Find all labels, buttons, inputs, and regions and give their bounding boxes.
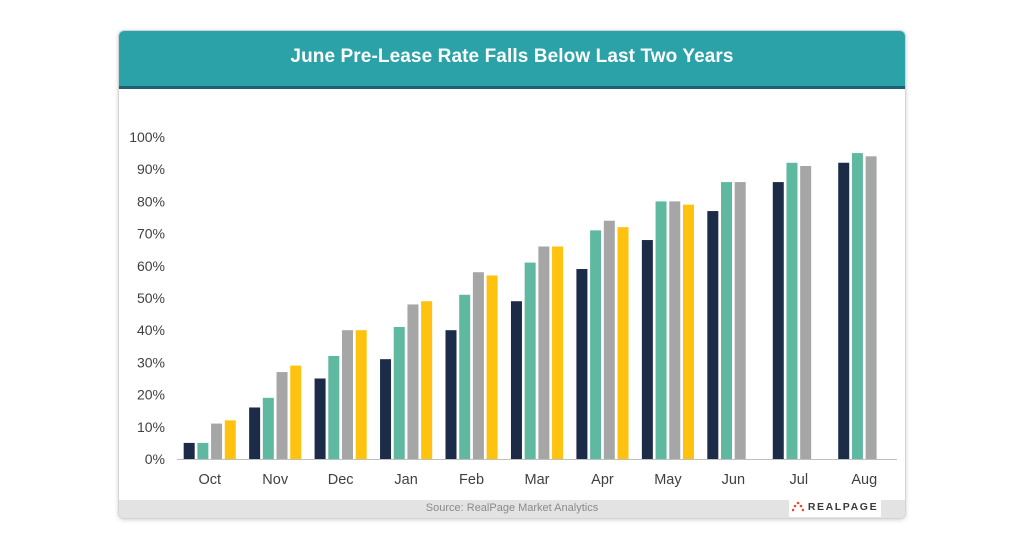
y-tick-label: 70% <box>137 226 165 242</box>
y-tick-label: 20% <box>137 387 165 403</box>
bar-jan-series-1 <box>380 359 392 459</box>
bar-mar-series-1 <box>510 301 522 459</box>
x-tick-label: Jul <box>790 472 809 488</box>
y-tick-label: 0% <box>145 451 165 467</box>
bar-jun-series-2 <box>721 182 733 459</box>
bar-apr-series-4 <box>617 227 629 459</box>
bar-apr-series-2 <box>590 230 602 459</box>
y-tick-label: 90% <box>137 161 165 177</box>
realpage-logo: REALPAGE <box>789 497 881 517</box>
bar-may-series-2 <box>655 201 667 459</box>
x-tick-label: Jun <box>722 472 745 488</box>
x-tick-label: Dec <box>328 472 354 488</box>
bar-nov-series-4 <box>290 365 302 459</box>
bar-dec-series-4 <box>355 330 367 459</box>
y-tick-label: 40% <box>137 322 165 338</box>
bar-nov-series-1 <box>249 407 261 459</box>
chart-card: June Pre-Lease Rate Falls Below Last Two… <box>118 30 906 519</box>
bar-aug-series-3 <box>865 156 877 459</box>
y-tick-label: 60% <box>137 258 165 274</box>
bar-aug-series-1 <box>838 162 850 459</box>
x-tick-label: May <box>654 472 682 488</box>
x-tick-label: Oct <box>198 472 221 488</box>
bar-oct-series-2 <box>197 442 209 459</box>
bar-jan-series-4 <box>421 301 433 459</box>
bar-oct-series-1 <box>183 442 195 459</box>
bar-feb-series-2 <box>459 294 471 459</box>
bar-oct-series-4 <box>224 420 236 459</box>
x-tick-label: Nov <box>262 472 289 488</box>
bar-jan-series-3 <box>407 304 419 459</box>
bar-feb-series-1 <box>445 330 457 459</box>
bar-dec-series-3 <box>341 330 353 459</box>
bar-mar-series-4 <box>552 246 564 459</box>
x-tick-label: Feb <box>459 472 484 488</box>
bar-apr-series-3 <box>603 220 615 459</box>
bar-oct-series-3 <box>211 423 223 459</box>
bar-apr-series-1 <box>576 269 588 459</box>
bar-jul-series-2 <box>786 162 798 459</box>
x-tick-label: Jan <box>394 472 417 488</box>
realpage-logo-icon <box>791 501 804 512</box>
bar-jun-series-1 <box>707 211 719 459</box>
x-tick-label: Mar <box>525 472 550 488</box>
y-tick-label: 100% <box>129 129 165 145</box>
chart-title: June Pre-Lease Rate Falls Below Last Two… <box>290 46 734 67</box>
bar-may-series-1 <box>641 240 653 459</box>
bar-dec-series-2 <box>328 355 340 459</box>
y-tick-label: 50% <box>137 290 165 306</box>
y-tick-label: 10% <box>137 419 165 435</box>
y-tick-label: 80% <box>137 193 165 209</box>
bar-feb-series-4 <box>486 275 498 459</box>
bar-dec-series-1 <box>314 378 326 459</box>
bar-jul-series-1 <box>772 182 784 459</box>
source-note: Source: RealPage Market Analytics <box>425 502 599 514</box>
bar-nov-series-3 <box>276 372 288 459</box>
bar-mar-series-3 <box>538 246 550 459</box>
bar-mar-series-2 <box>524 262 536 459</box>
x-tick-label: Apr <box>591 472 614 488</box>
bar-may-series-4 <box>682 204 694 459</box>
chart-header: June Pre-Lease Rate Falls Below Last Two… <box>119 31 905 89</box>
bar-jun-series-3 <box>734 182 746 459</box>
bar-nov-series-2 <box>262 397 274 459</box>
chart-footer: Source: RealPage Market Analytics <box>119 500 905 518</box>
bar-jan-series-2 <box>393 326 405 459</box>
realpage-logo-text: REALPAGE <box>807 501 879 513</box>
bar-chart: 0% 10% 20% 30% 40% 50% 60% 70% 80% 90% 100% Oct Nov D… <box>129 129 897 488</box>
bar-may-series-3 <box>669 201 681 459</box>
y-tick-label: 30% <box>137 354 165 370</box>
bar-feb-series-3 <box>472 272 484 459</box>
bar-aug-series-2 <box>851 153 863 459</box>
bar-jul-series-3 <box>800 165 812 460</box>
x-tick-label: Aug <box>851 472 877 488</box>
